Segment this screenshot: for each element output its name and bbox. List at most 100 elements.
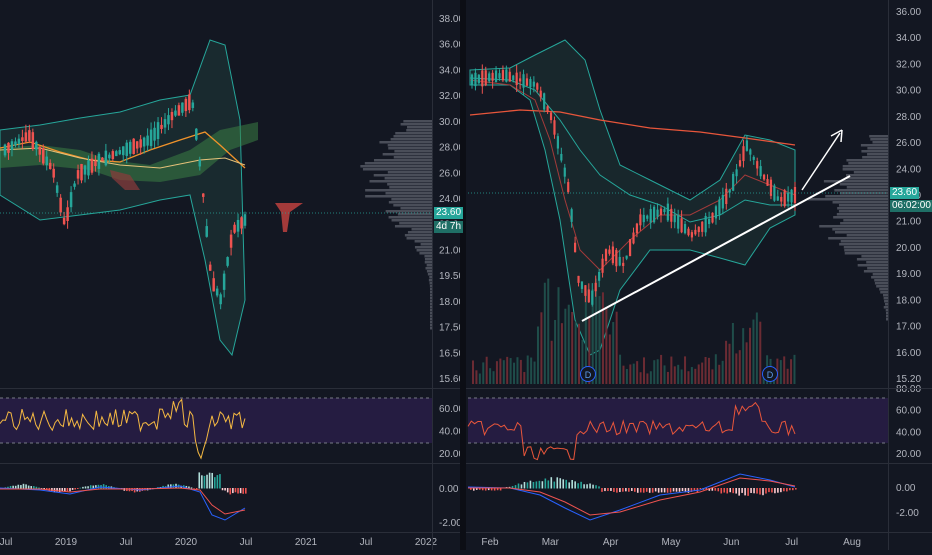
right-rsi-divider[interactable] [466,388,932,389]
left-time-axis[interactable]: Jul 2019 Jul 2020 Jul 2021 Jul 2022 [0,537,438,548]
candle-body [212,278,215,292]
trendline[interactable] [581,175,851,322]
left-rsi-pane[interactable] [0,397,432,460]
candle-body [697,226,700,233]
volume-bar [499,358,502,384]
volume-bar [718,364,721,384]
arrow-head-icon [830,129,843,143]
candle-body [188,94,191,111]
candle-body [718,199,721,215]
volume-profile-row [866,261,888,264]
left-volume-profile [360,120,432,330]
candle-body [701,221,704,232]
right-macd-pane[interactable] [467,473,797,521]
candle-body [14,141,17,146]
volume-bar [567,304,570,384]
macd-histogram-bar [40,488,43,489]
macd-histogram-bar [22,483,25,489]
macd-histogram-bar [45,488,48,490]
right-macd-axis: 0.00 -2.00 [896,483,919,519]
macd-histogram-bar [538,480,541,489]
axis-tick-label: 24.00 [439,194,464,205]
pane-splitter[interactable] [460,0,466,550]
right-rsi-pane[interactable] [467,397,888,461]
volume-bar [749,327,752,384]
dividend-marker-1[interactable]: D [580,366,596,382]
macd-histogram-bar [595,485,597,489]
macd-histogram-bar [470,488,472,490]
left-ichimoku-cloud-red [110,170,140,190]
volume-profile-row [819,225,888,228]
time-tick-label: Feb [481,537,499,548]
volume-profile-row [388,201,432,204]
candle-body [73,183,76,187]
volume-bar [656,359,659,384]
volume-profile-row [846,234,888,237]
time-tick-label: May [662,537,681,548]
candle-body [587,289,590,303]
volume-profile-row [430,321,432,324]
macd-histogram-bar [783,488,785,492]
candle-body [711,212,714,223]
axis-tick-label: 28.00 [439,143,464,154]
candle-body [628,239,632,257]
left-future-cloud-red [275,203,303,232]
macd-histogram-bar [795,488,797,490]
volume-profile-row [393,204,432,207]
volume-bar [506,356,509,384]
macd-histogram-bar [613,488,615,492]
left-rsi-divider[interactable] [0,388,460,389]
candle-body [156,122,160,140]
dividend-marker-2[interactable]: D [762,366,778,382]
candle-body [543,93,546,110]
macd-histogram-bar [616,488,618,493]
macd-histogram-bar [219,474,221,489]
left-macd-pane[interactable] [0,472,247,521]
macd-histogram-bar [496,488,499,491]
volume-profile-row [832,228,888,231]
volume-profile-row [390,138,432,141]
candle-body [55,185,59,193]
macd-histogram-bar [771,488,773,493]
macd-histogram-bar [87,486,89,489]
volume-profile-row [867,153,888,156]
volume-profile-row [430,297,432,300]
left-macd-divider[interactable] [0,463,460,464]
right-macd-divider[interactable] [466,463,932,464]
right-price-pane[interactable] [468,39,888,384]
volume-bar [690,367,693,384]
macd-histogram-bar [648,488,651,493]
right-time-axis[interactable]: Feb Mar Apr May Jun Jul Aug [481,537,861,548]
axis-tick-label: 32.00 [439,91,464,102]
volume-profile-row [857,264,888,267]
candle-body [673,215,676,223]
volume-bar [547,278,550,384]
candle-body [118,150,122,155]
macd-histogram-bar [669,488,672,493]
volume-profile-row [848,162,888,165]
macd-histogram-bar [699,488,702,489]
macd-histogram-bar [89,485,92,489]
axis-tick-label: 20.00 [896,243,921,254]
volume-bar [601,292,604,384]
volume-bar [581,339,584,384]
volume-profile-row [844,252,888,255]
candle-body [28,130,31,141]
candle-body [181,102,184,113]
candle-body [215,288,219,296]
left-macd-line [0,485,246,521]
volume-profile-row [403,120,432,123]
volume-bar [540,312,543,384]
projection-arrow[interactable] [801,132,841,191]
macd-histogram-bar [610,488,612,491]
candle-body [694,229,697,235]
candle-body [205,226,208,237]
candle-body [594,282,597,292]
volume-profile-row [414,246,432,249]
candle-body [160,124,163,129]
volume-bar [755,312,758,384]
candle-body [163,119,167,128]
left-price-pane[interactable] [0,39,432,357]
